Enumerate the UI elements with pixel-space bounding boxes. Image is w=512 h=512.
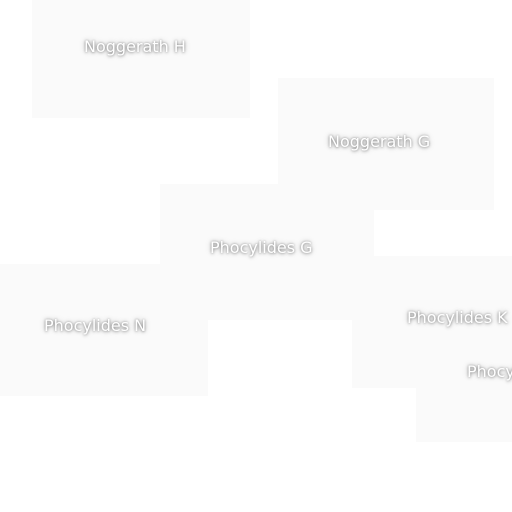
crater-label-phocylides-k[interactable]: Phocylides K [407, 308, 508, 327]
crater-label-phocylides-g[interactable]: Phocylides G [210, 238, 313, 257]
crater-label-noggerath-g[interactable]: Noggerath G [328, 132, 431, 151]
map-tile [0, 264, 208, 396]
map-tile [416, 316, 512, 442]
crater-label-phocylides[interactable]: Phocylides [467, 362, 512, 381]
crater-label-noggerath-h[interactable]: Noggerath H [84, 37, 186, 56]
crater-label-phocylides-n[interactable]: Phocylides N [44, 316, 147, 335]
map-tile [32, 0, 250, 118]
